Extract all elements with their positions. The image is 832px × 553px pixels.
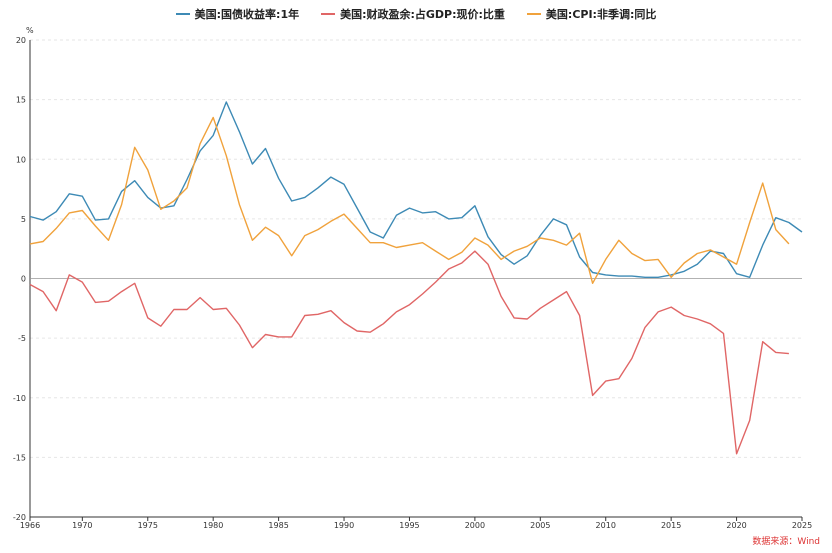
legend-label: 美国:CPI:非季调:同比 <box>545 8 657 21</box>
x-tick-label: 2005 <box>530 521 550 530</box>
x-tick-label: 2020 <box>726 521 746 530</box>
y-axis-unit: % <box>26 26 34 35</box>
legend-label: 美国:财政盈余:占GDP:现价:比重 <box>340 8 505 21</box>
x-tick-label: 1970 <box>72 521 92 530</box>
x-tick-label: 1995 <box>399 521 419 530</box>
legend-swatch <box>321 13 336 15</box>
y-tick-label: 5 <box>21 215 26 224</box>
legend-label: 美国:国债收益率:1年 <box>194 8 300 21</box>
y-tick-label: -5 <box>18 334 26 343</box>
x-tick-label: 1990 <box>334 521 354 530</box>
x-tick-label: 2025 <box>792 521 812 530</box>
legend-item-3[interactable]: 美国:CPI:非季调:同比 <box>526 6 657 22</box>
x-tick-label: 2015 <box>661 521 681 530</box>
series-line-3 <box>29 116 790 284</box>
x-tick-label: 1980 <box>203 521 223 530</box>
y-tick-label: -15 <box>13 453 26 462</box>
x-tick-label: 1985 <box>268 521 288 530</box>
legend[interactable]: 美国:国债收益率:1年 美国:财政盈余:占GDP:现价:比重 美国:CPI:非季调:… <box>0 6 832 22</box>
legend-item-2[interactable]: 美国:财政盈余:占GDP:现价:比重 <box>321 6 505 22</box>
x-tick-label: 1975 <box>138 521 158 530</box>
source-note: 数据来源：Wind <box>752 537 820 547</box>
y-tick-label: -10 <box>13 394 26 403</box>
legend-swatch <box>175 13 190 15</box>
x-tick-label: 1966 <box>20 521 40 530</box>
x-tick-label: 2000 <box>465 521 485 530</box>
series-line-2 <box>29 250 789 455</box>
series-line-1 <box>29 101 803 278</box>
legend-item-1[interactable]: 美国:国债收益率:1年 <box>175 6 300 22</box>
axes: -20 -15 -10 -5 0 5 10 15 20 1966 1970 1975 1980 1985 1… <box>13 36 812 530</box>
series-lines <box>29 101 803 455</box>
y-tick-label: 20 <box>16 36 26 45</box>
y-tick-label: 0 <box>21 275 26 284</box>
grid-lines <box>30 39 802 518</box>
y-tick-label: 10 <box>16 155 26 164</box>
y-tick-label: -20 <box>13 513 26 522</box>
y-tick-label: 15 <box>16 96 26 105</box>
legend-swatch <box>526 13 541 15</box>
x-tick-label: 2010 <box>596 521 616 530</box>
